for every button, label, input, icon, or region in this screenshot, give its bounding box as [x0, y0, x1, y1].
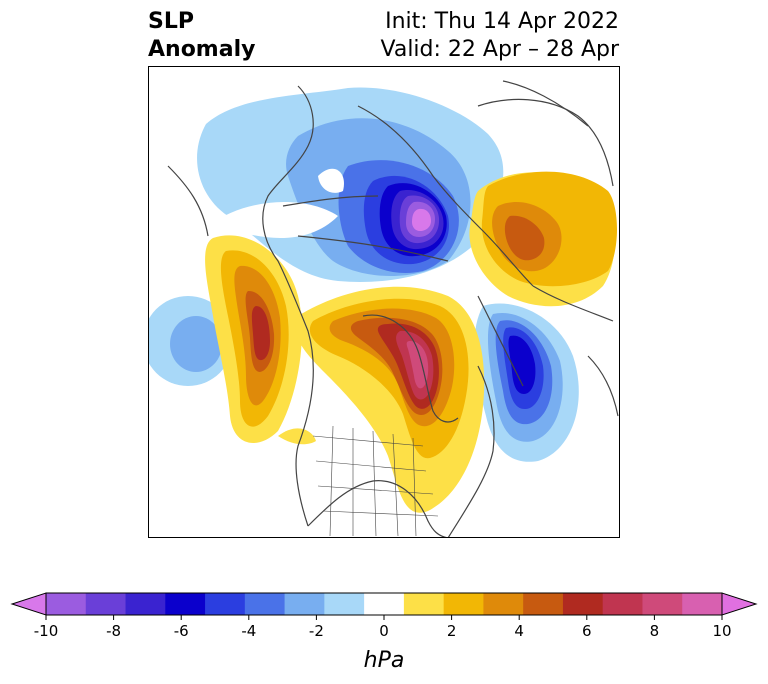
colorbar-tick-label: 10	[712, 622, 731, 640]
colorbar-swatch	[125, 593, 166, 615]
plot-title-variable: SLP Anomaly	[148, 8, 255, 64]
map-border	[148, 66, 620, 538]
colorbar-swatch	[244, 593, 286, 615]
colorbar-swatch	[85, 593, 127, 615]
colorbar-swatch	[682, 593, 723, 615]
negative-anomaly-upper	[197, 87, 504, 282]
title-init-line: Init: Thu 14 Apr 2022	[385, 9, 619, 34]
colorbar-swatch	[483, 593, 524, 615]
colorbar-swatch	[284, 593, 325, 615]
colorbar-swatch	[46, 593, 87, 615]
positive-anomaly-europe	[469, 171, 617, 307]
colorbar-swatch	[364, 593, 405, 615]
positive-anomaly-main	[205, 235, 485, 513]
colorbar-extend-low	[10, 592, 47, 616]
colorbar-tick-label: -4	[241, 622, 256, 640]
coastlines-and-borders	[167, 80, 619, 538]
negative-anomaly-pacific	[148, 296, 233, 386]
colorbar-swatch	[523, 593, 564, 615]
colorbar-tick-label: 0	[379, 622, 389, 640]
colorbar-swatch	[443, 593, 484, 615]
colorbar-swatch	[602, 593, 643, 615]
colorbar-unit-label: hPa	[364, 648, 405, 673]
colorbar-swatch	[642, 593, 683, 615]
colorbar-tick-label: -2	[309, 622, 324, 640]
negative-anomaly-atlantic	[474, 303, 579, 462]
colorbar-tick-label: 6	[582, 622, 592, 640]
colorbar-swatch	[324, 593, 365, 615]
colorbar-swatches	[10, 592, 758, 616]
colorbar-ticks: -10 -8 -6 -4 -2 0 2 4 6 8 10	[34, 615, 732, 640]
colorbar-tick-label: -6	[174, 622, 189, 640]
colorbar-tick-label: -8	[106, 622, 121, 640]
colorbar-extend-high	[721, 592, 758, 616]
us-state-borders	[312, 425, 439, 537]
colorbar-tick-label: 8	[650, 622, 660, 640]
colorbar-tick-label: 2	[447, 622, 457, 640]
colorbar-swatch	[205, 593, 246, 615]
title-variable-line1: SLP	[148, 9, 194, 34]
colorbar-swatch	[562, 593, 604, 615]
colorbar-swatch	[165, 593, 206, 615]
title-variable-line2: Anomaly	[148, 37, 256, 62]
title-valid-line: Valid: 22 Apr – 28 Apr	[380, 37, 620, 62]
colorbar-tick-label: 4	[514, 622, 524, 640]
colorbar-swatch	[403, 593, 445, 615]
plot-title-dates: Init: Thu 14 Apr 2022 Valid: 22 Apr – 28…	[381, 8, 620, 64]
colorbar: -10 -8 -6 -4 -2 0 2 4 6 8 10 hPa	[10, 592, 758, 673]
colorbar-tick-label: -10	[34, 622, 59, 640]
slp-anomaly-map	[148, 66, 620, 538]
